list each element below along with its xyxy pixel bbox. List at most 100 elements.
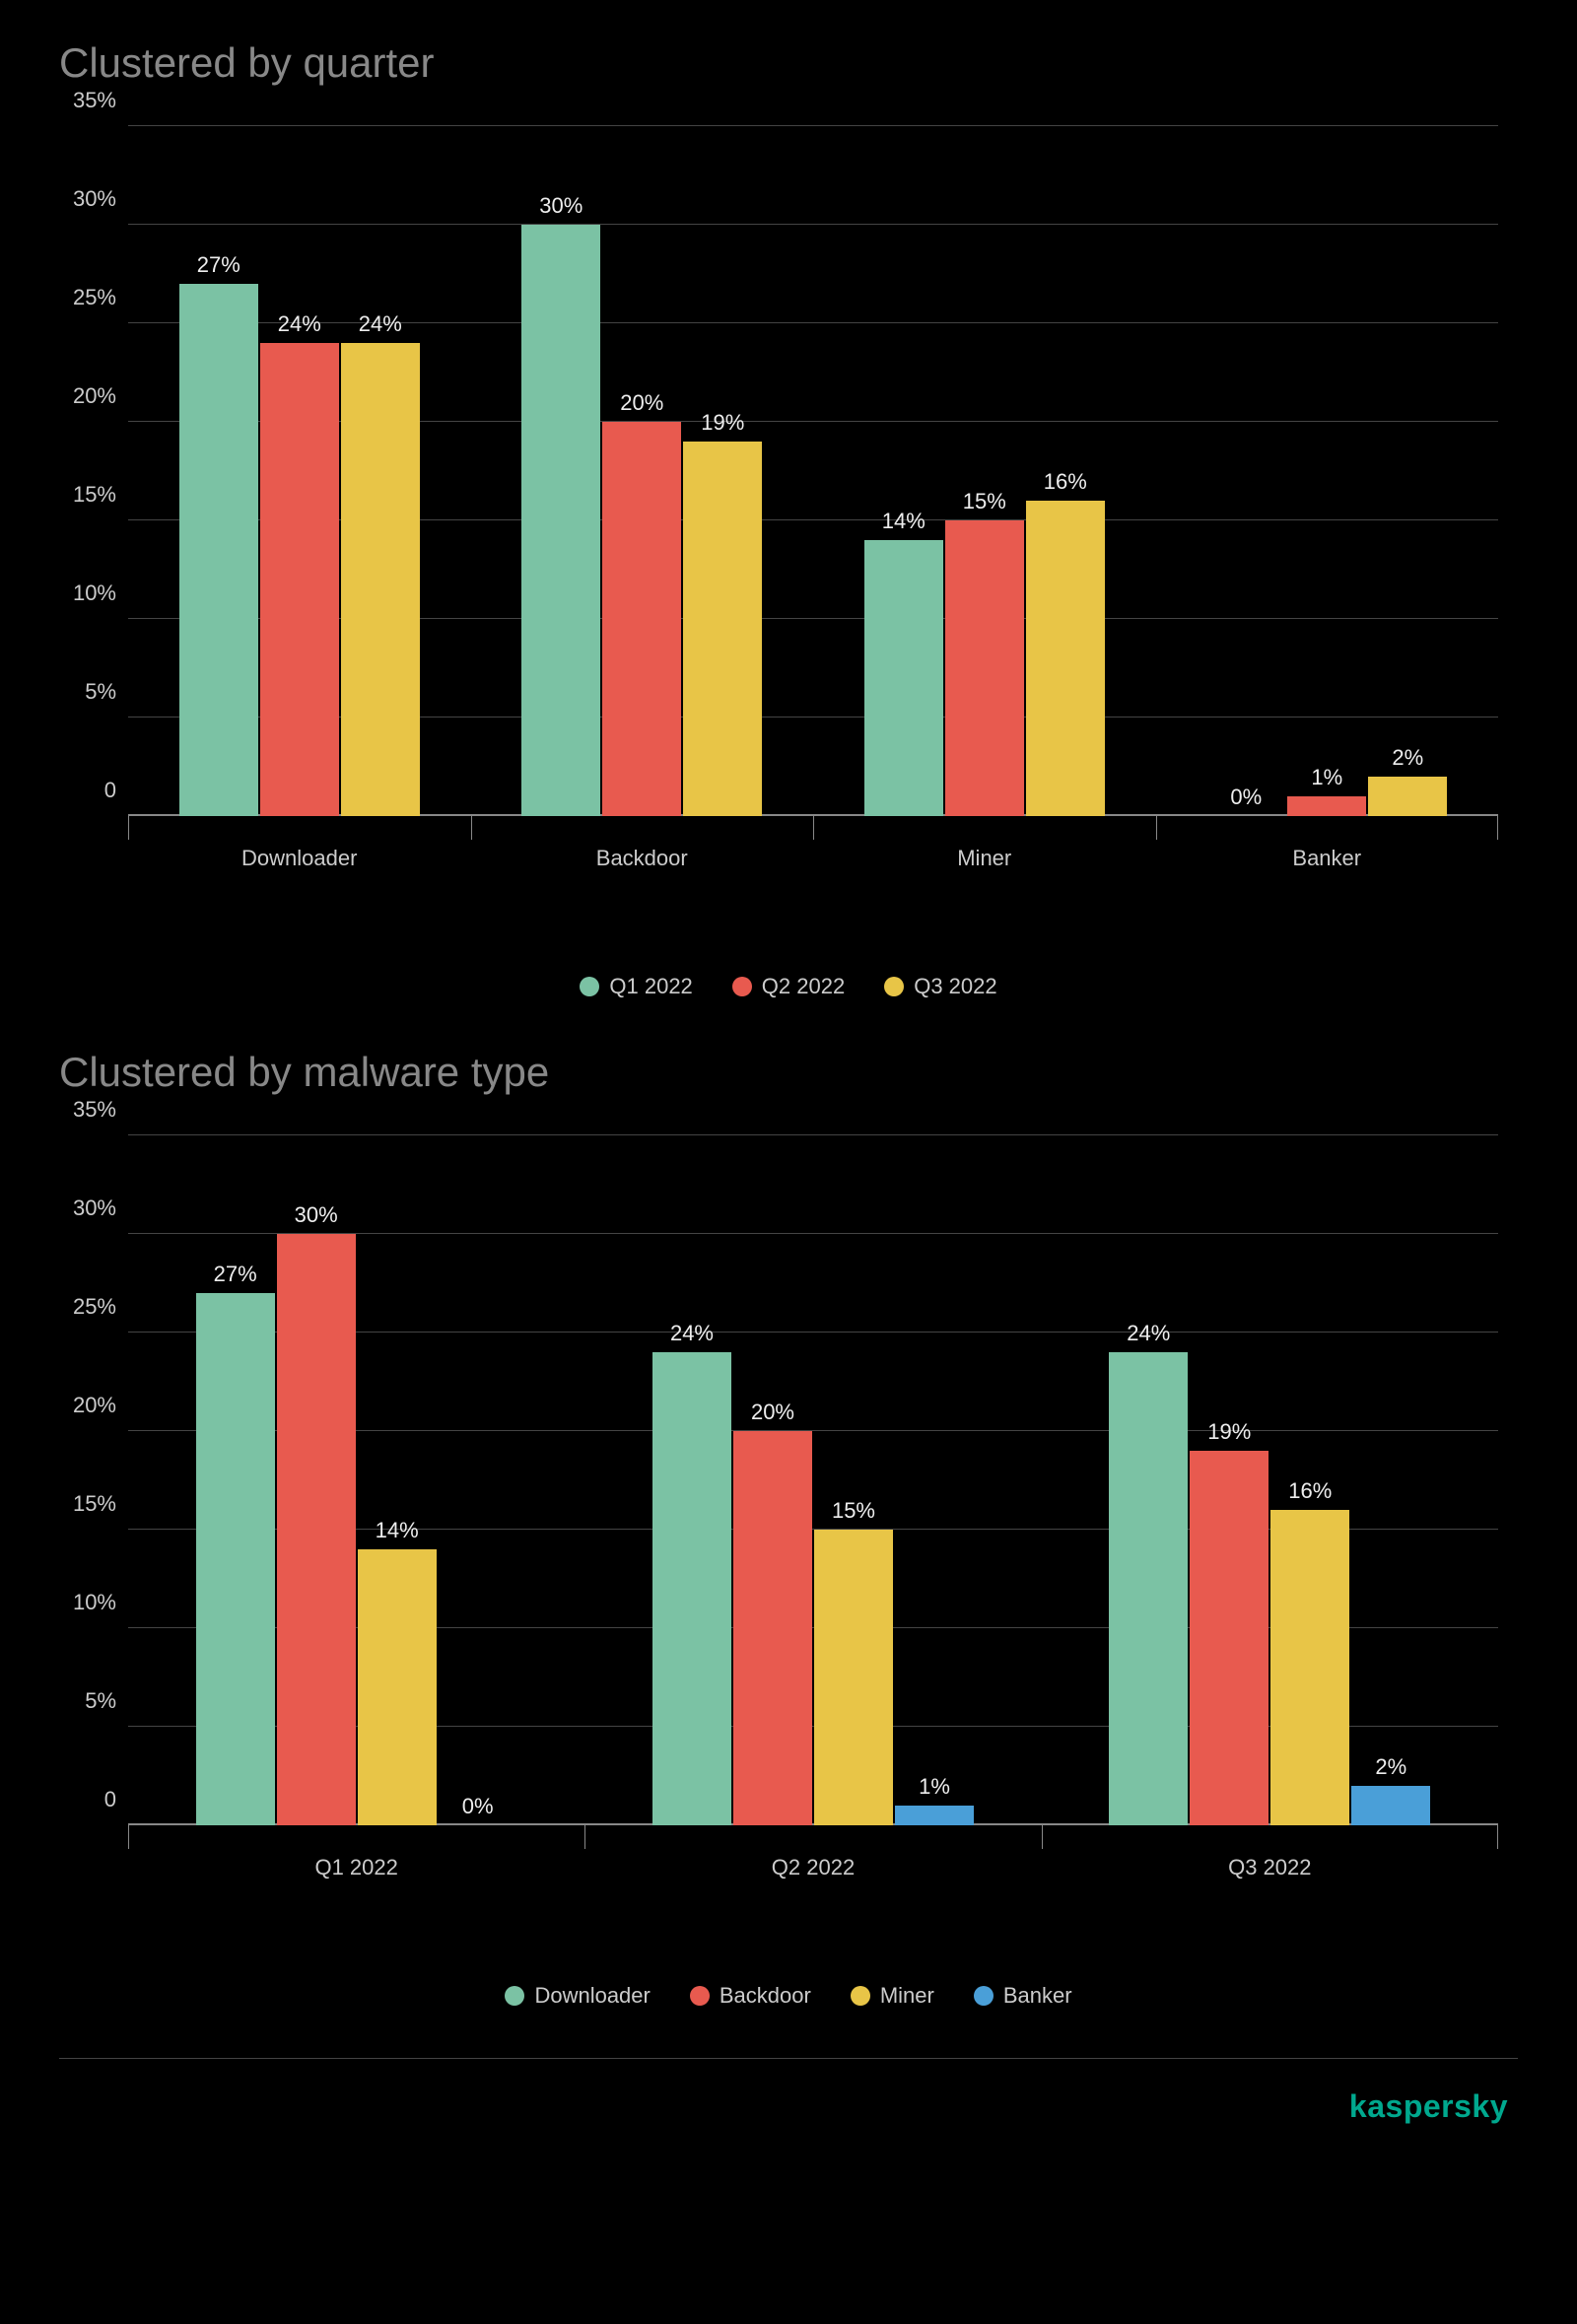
legend-item: Q3 2022: [884, 974, 996, 999]
bar-value-label: 20%: [620, 390, 663, 416]
bar-value-label: 2%: [1375, 1754, 1406, 1780]
x-tick: [1042, 1825, 1043, 1849]
legend-label: Backdoor: [720, 1983, 811, 2009]
legend-item: Backdoor: [690, 1983, 811, 2009]
bar: 24%: [1109, 1352, 1188, 1825]
y-axis-label: 35%: [73, 1097, 116, 1123]
legend-label: Miner: [880, 1983, 934, 2009]
legend-label: Q1 2022: [609, 974, 692, 999]
bar: 14%: [864, 540, 943, 816]
bar-value-label: 24%: [670, 1321, 714, 1346]
bar: 15%: [945, 520, 1024, 816]
y-axis-label: 10%: [73, 581, 116, 606]
bar: 2%: [1368, 777, 1447, 816]
bar-group: 24%19%16%2%: [1042, 1135, 1498, 1825]
bar: 1%: [895, 1806, 974, 1825]
legend-2: Downloader Backdoor Miner Banker: [59, 1983, 1518, 2009]
bar-group: 27%24%24%: [128, 126, 471, 816]
y-axis-label: 15%: [73, 482, 116, 508]
bar-value-label: 16%: [1288, 1478, 1332, 1504]
bar-value-label: 30%: [539, 193, 583, 219]
legend-label: Q3 2022: [914, 974, 996, 999]
bar-group: 14%15%16%: [813, 126, 1156, 816]
bar: 14%: [358, 1549, 437, 1825]
legend-item: Miner: [851, 1983, 934, 2009]
bar-value-label: 14%: [376, 1518, 419, 1543]
bar: 30%: [521, 225, 600, 816]
legend-swatch: [974, 1986, 994, 2006]
bar-value-label: 27%: [197, 252, 240, 278]
x-axis-labels: DownloaderBackdoorMinerBanker: [128, 846, 1498, 871]
legend-item: Q2 2022: [732, 974, 845, 999]
legend-swatch: [505, 1986, 524, 2006]
bar-groups: 27%24%24%30%20%19%14%15%16%0%1%2%: [128, 126, 1498, 816]
bar: 27%: [179, 284, 258, 816]
legend-item: Banker: [974, 1983, 1072, 2009]
bar-value-label: 1%: [919, 1774, 950, 1800]
bar-value-label: 0%: [462, 1794, 494, 1819]
legend-1: Q1 2022 Q2 2022 Q3 2022: [59, 974, 1518, 999]
y-axis-label: 5%: [85, 679, 116, 705]
bar: 1%: [1287, 796, 1366, 816]
bar-value-label: 2%: [1392, 745, 1423, 771]
bar-group: 30% 20% 19%: [471, 126, 814, 816]
bar-value-label: 14%: [882, 509, 926, 534]
y-axis-label: 25%: [73, 1294, 116, 1320]
y-axis-label: 20%: [73, 1393, 116, 1418]
y-axis-label: 10%: [73, 1590, 116, 1615]
bar-group: 27%30%14%0%: [128, 1135, 584, 1825]
legend-swatch: [851, 1986, 870, 2006]
bar-groups: 27%30%14%0%24%20%15%1%24%19%16%2%: [128, 1135, 1498, 1825]
bar-group: 0%1%2%: [1156, 126, 1499, 816]
x-tick: [1497, 816, 1498, 840]
x-axis-label: Backdoor: [471, 846, 814, 871]
bar: 2%: [1351, 1786, 1430, 1825]
bar-value-label: 24%: [359, 311, 402, 337]
bar-value-label: 16%: [1044, 469, 1087, 495]
bar-value-label: 27%: [214, 1262, 257, 1287]
plot-1: 05%10%15%20%25%30%35%27%24%24%30%20%19%1…: [128, 126, 1498, 816]
legend-label: Q2 2022: [762, 974, 845, 999]
x-axis-label: Downloader: [128, 846, 471, 871]
legend-label: Banker: [1003, 1983, 1072, 2009]
chart-title-2: Clustered by malware type: [59, 1049, 1518, 1096]
bar: 30%: [277, 1234, 356, 1825]
bar-value-label: 30%: [295, 1202, 338, 1228]
x-axis-label: Q3 2022: [1042, 1855, 1498, 1880]
chart-area-1: 05%10%15%20%25%30%35%27%24%24%30%20%19%1…: [128, 126, 1498, 875]
y-axis-label: 25%: [73, 285, 116, 310]
y-axis-label: 30%: [73, 1196, 116, 1221]
bar-value-label: 15%: [963, 489, 1006, 514]
chart-title-1: Clustered by quarter: [59, 39, 1518, 87]
chart-area-2: 05%10%15%20%25%30%35%27%30%14%0%24%20%15…: [128, 1135, 1498, 1884]
y-axis-label: 15%: [73, 1491, 116, 1517]
bar: 24%: [341, 343, 420, 816]
x-axis-labels: Q1 2022Q2 2022Q3 2022: [128, 1855, 1498, 1880]
y-axis-label: 5%: [85, 1688, 116, 1714]
x-axis-label: Q2 2022: [584, 1855, 1041, 1880]
legend-swatch: [580, 977, 599, 996]
legend-swatch: [732, 977, 752, 996]
bar: 15%: [814, 1530, 893, 1825]
legend-swatch: [884, 977, 904, 996]
bar-value-label: 1%: [1311, 765, 1342, 790]
bar-value-label: 19%: [1207, 1419, 1251, 1445]
x-axis-label: Miner: [813, 846, 1156, 871]
bar-value-label: 0%: [1230, 785, 1262, 810]
y-axis-label: 35%: [73, 88, 116, 113]
legend-label: Downloader: [534, 1983, 650, 2009]
bar-value-label: 15%: [832, 1498, 875, 1524]
bar: 24%: [260, 343, 339, 816]
bar: 20%: [733, 1431, 812, 1825]
bar-value-label: 20%: [751, 1400, 794, 1425]
footer-divider: [59, 2058, 1518, 2059]
chart-by-quarter: Clustered by quarter 05%10%15%20%25%30%3…: [59, 39, 1518, 999]
chart-by-malware-type: Clustered by malware type 05%10%15%20%25…: [59, 1049, 1518, 2009]
x-tick: [471, 816, 472, 840]
bar: 19%: [1190, 1451, 1268, 1825]
y-axis-label: 0: [104, 778, 116, 803]
legend-item: Q1 2022: [580, 974, 692, 999]
x-tick: [1156, 816, 1157, 840]
plot-2: 05%10%15%20%25%30%35%27%30%14%0%24%20%15…: [128, 1135, 1498, 1825]
bar: 19%: [683, 442, 762, 816]
